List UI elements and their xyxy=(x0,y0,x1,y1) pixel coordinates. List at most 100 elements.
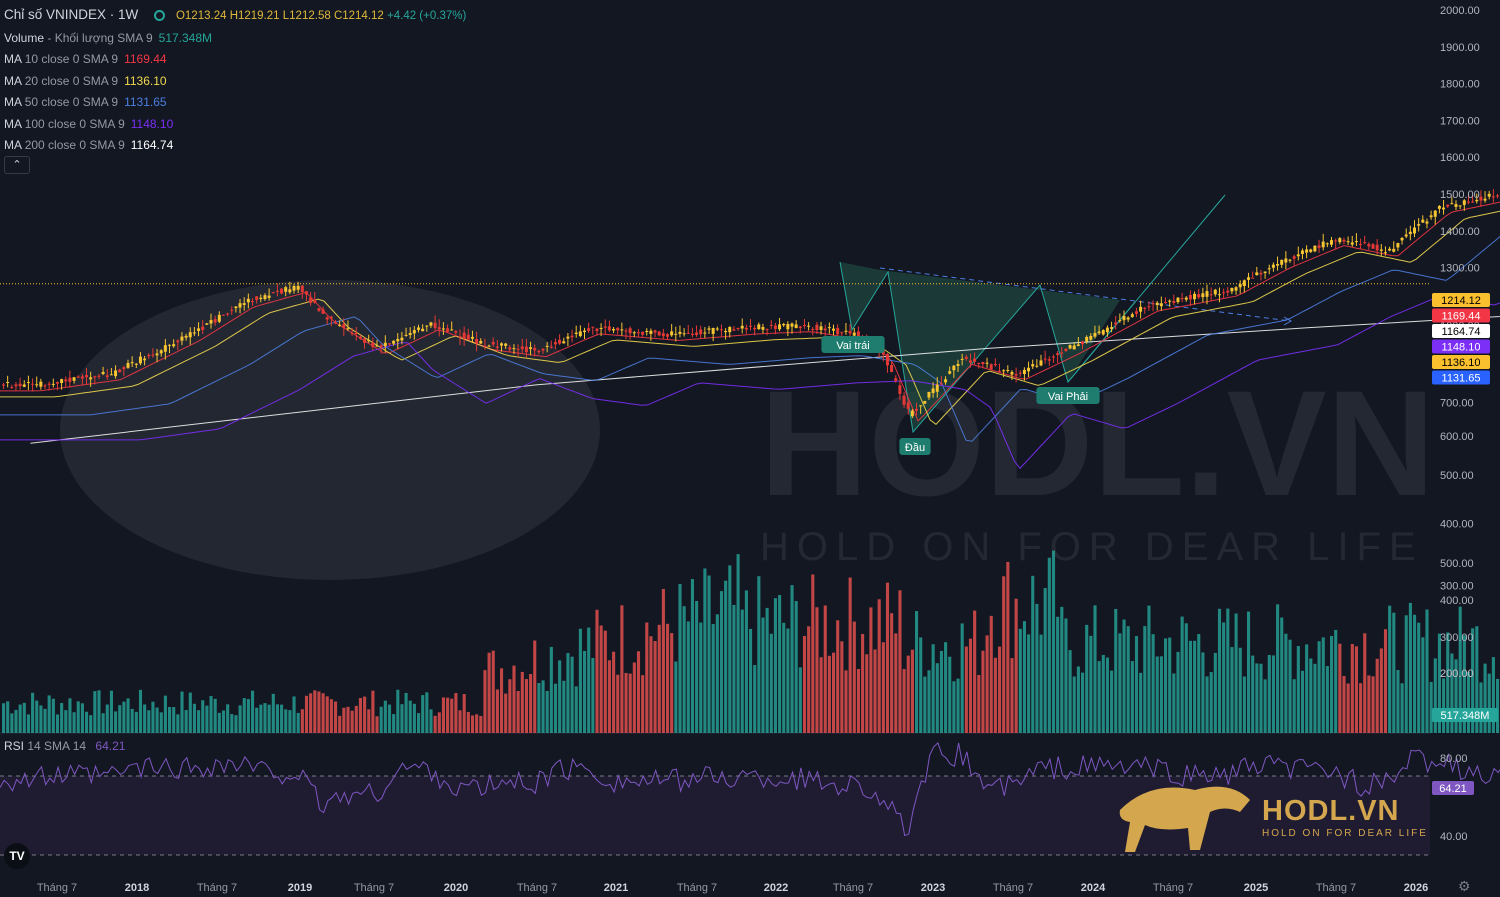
volume-bar xyxy=(1081,672,1085,733)
candle-body xyxy=(284,287,288,292)
volume-axis-tick: 500.00 xyxy=(1440,558,1474,570)
candle-body xyxy=(823,328,827,331)
time-axis-tick: Tháng 7 xyxy=(677,882,717,894)
price-badge-text: 1148.10 xyxy=(1442,342,1481,354)
high-value: H1219.21 xyxy=(229,10,280,22)
candle-body xyxy=(1475,199,1479,202)
volume-bar xyxy=(334,701,338,733)
volume-bar xyxy=(1147,605,1151,733)
candle-body xyxy=(915,408,918,411)
candle-body xyxy=(22,384,26,387)
candle-body xyxy=(313,299,317,303)
volume-bar xyxy=(765,607,769,733)
candle-body xyxy=(749,325,752,327)
candle-body xyxy=(80,376,84,379)
volume-bar xyxy=(1205,676,1209,733)
volume-bar xyxy=(927,670,931,733)
volume-bar xyxy=(271,693,275,733)
candle-body xyxy=(168,344,171,346)
volume-bar xyxy=(583,651,587,733)
candle-body xyxy=(205,323,209,325)
candle-body xyxy=(1446,204,1450,207)
volume-bar xyxy=(1159,656,1163,733)
volume-bar xyxy=(699,622,703,733)
candle-body xyxy=(612,328,616,331)
candle-body xyxy=(155,353,159,356)
tradingview-logo-icon[interactable]: TV xyxy=(4,843,30,869)
candle-body xyxy=(562,341,566,344)
volume-bar xyxy=(1056,616,1060,733)
candle-body xyxy=(1267,268,1271,270)
price-badge: 1164.74 xyxy=(1432,324,1490,338)
candle-body xyxy=(387,343,391,345)
candle-body xyxy=(18,383,22,387)
indicator-list: Volume - Khối lượng SMA 9 517.348M MA 10 c… xyxy=(4,28,466,157)
candle-body xyxy=(1479,196,1483,201)
candle-body xyxy=(1155,302,1159,306)
watermark-tagline: HOLD ON FOR DEAR LIFE xyxy=(760,525,1424,569)
volume-bar xyxy=(168,707,172,733)
candle-body xyxy=(51,383,55,385)
candle-body xyxy=(400,337,404,341)
candle-body xyxy=(1433,210,1437,217)
volume-bar xyxy=(881,642,885,733)
indicator-row[interactable]: MA 20 close 0 SMA 9 1136.10 xyxy=(4,71,466,93)
volume-bar xyxy=(1325,666,1329,733)
candle-body xyxy=(487,345,491,347)
candle-body xyxy=(827,327,831,329)
candle-body xyxy=(765,329,769,331)
volume-bar xyxy=(479,715,483,733)
volume-bar xyxy=(1002,576,1006,733)
candle-body xyxy=(931,388,935,394)
volume-bar xyxy=(1400,683,1404,733)
indicator-row[interactable]: Volume - Khối lượng SMA 9 517.348M xyxy=(4,28,466,50)
price-badge-text: 1214.12 xyxy=(1441,295,1481,307)
volume-bar xyxy=(1487,673,1491,733)
volume-bar xyxy=(263,703,267,733)
price-axis-tick: 500.00 xyxy=(1440,470,1474,482)
volume-bar xyxy=(919,637,923,733)
ohlc-values: O1213.24 H1219.21 L1212.58 C1214.12 +4.4… xyxy=(176,10,466,22)
candle-body xyxy=(479,340,483,344)
volume-bar xyxy=(977,675,981,733)
candle-body xyxy=(1309,249,1313,252)
indicator-row[interactable]: MA 50 close 0 SMA 9 1131.65 xyxy=(4,92,466,114)
volume-bar xyxy=(558,660,562,733)
collapse-legend-button[interactable]: ⌃ xyxy=(4,156,30,174)
indicator-row[interactable]: MA 10 close 0 SMA 9 1169.44 xyxy=(4,49,466,71)
volume-axis-tick: 200.00 xyxy=(1440,668,1474,680)
volume-bar xyxy=(1172,673,1176,733)
symbol-title[interactable]: Chỉ số VNINDEX · 1W xyxy=(4,7,139,22)
volume-bar xyxy=(1176,651,1180,733)
time-axis-tick: Tháng 7 xyxy=(37,882,77,894)
price-axis-tick: 200.00 xyxy=(1440,668,1474,680)
indicator-row[interactable]: MA 200 close 0 SMA 9 1164.74 xyxy=(4,135,466,157)
pattern-label-text: Vai trái xyxy=(836,340,869,352)
candle-body xyxy=(1255,272,1259,276)
volume-bar xyxy=(520,671,524,733)
candle-body xyxy=(1209,294,1213,296)
gear-icon[interactable]: ⚙ xyxy=(1458,878,1471,894)
candle-body xyxy=(1247,277,1250,280)
candle-body xyxy=(832,328,835,331)
candle-body xyxy=(968,360,972,363)
candle-body xyxy=(583,330,586,333)
candle-body xyxy=(1317,245,1321,248)
volume-bar xyxy=(26,714,30,733)
volume-bar xyxy=(848,577,852,733)
volume-bar xyxy=(1251,655,1255,733)
indicator-row[interactable]: MA 100 close 0 SMA 9 1148.10 xyxy=(4,114,466,136)
volume-bar xyxy=(1006,561,1010,733)
volume-bar xyxy=(1491,657,1495,733)
volume-bar xyxy=(993,657,997,733)
candle-body xyxy=(1184,297,1188,300)
candle-body xyxy=(533,348,537,351)
volume-bar xyxy=(1342,675,1346,733)
indicator-value: 1136.10 xyxy=(124,73,167,88)
candle-body xyxy=(1371,244,1375,249)
rsi-legend[interactable]: RSI 14 SMA 14 64.21 xyxy=(4,739,125,753)
volume-badge-text: 517.348M xyxy=(1441,710,1490,722)
